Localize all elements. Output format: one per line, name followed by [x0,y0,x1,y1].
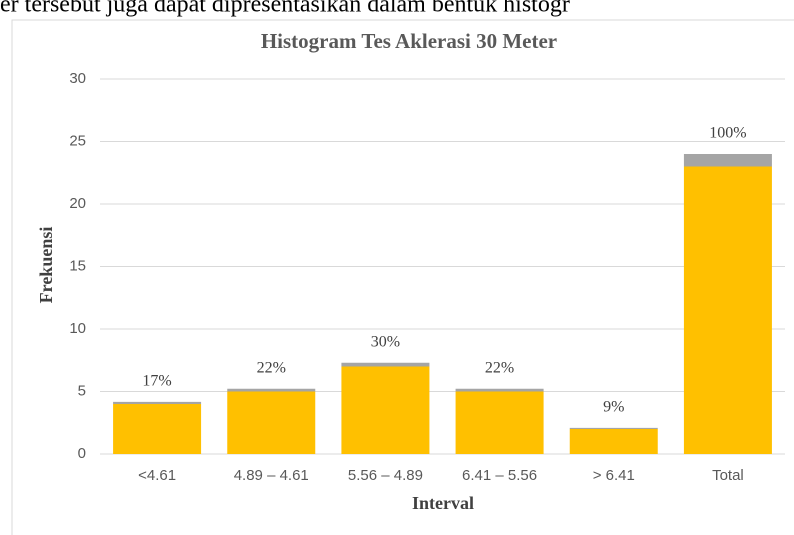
data-label: 22% [485,359,514,376]
data-label: 30% [371,333,400,350]
y-axis-label: Frekuensi [36,227,56,304]
y-tick-label: 20 [69,195,86,212]
data-label: 100% [709,125,746,142]
y-tick-label: 25 [69,132,86,149]
y-tick-label: 10 [69,320,86,337]
x-tick-label: 6.41 – 5.56 [462,467,537,484]
bar-segment [227,388,316,392]
data-label: 9% [603,399,624,416]
bar-segment [683,166,772,454]
chart-title: Histogram Tes Aklerasi 30 Meter [261,29,557,53]
bar-segment [455,388,544,392]
y-tick-label: 0 [78,445,86,462]
x-tick-label: 5.56 – 4.89 [348,467,423,484]
x-axis-label: Interval [412,493,474,513]
bar-segment [227,391,316,454]
caption: er tersebut juga dapat dipresentasikan d… [0,0,570,18]
data-label: 17% [142,373,171,390]
x-tick-label: > 6.41 [593,467,635,484]
bar-segment [455,391,544,454]
x-tick-label: <4.61 [138,467,176,484]
bar-segment [113,404,202,454]
data-label: 22% [257,359,286,376]
bar-segment [569,427,658,429]
bar-segment [341,366,430,454]
bar-segment [569,429,658,454]
y-tick-label: 5 [78,382,86,399]
bar-segment [683,154,772,167]
bar-segment [113,401,202,404]
bar-segment [341,362,430,367]
chart-border [11,19,794,535]
x-tick-label: Total [712,467,744,484]
y-tick-label: 30 [69,70,86,87]
x-tick-label: 4.89 – 4.61 [234,467,309,484]
y-tick-label: 15 [69,257,86,274]
